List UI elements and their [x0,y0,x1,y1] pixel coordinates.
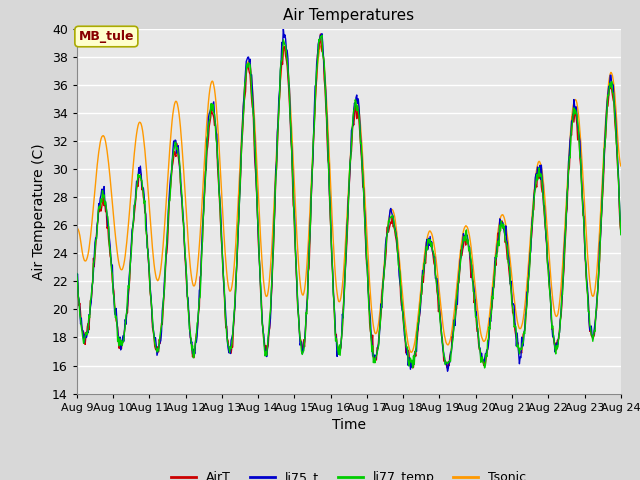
li77_temp [431,271,439,276]
AirT [431,272,439,278]
Title: Air Temperatures: Air Temperatures [284,9,414,24]
Line: li77_temp: li77_temp [77,35,621,368]
AirT [416,313,424,319]
X-axis label: Time: Time [332,418,366,432]
Tsonic [617,163,625,169]
AirT [73,273,81,278]
AirT [194,321,202,327]
AirT [444,365,451,371]
li77_temp [223,331,230,336]
li75_t [223,325,230,331]
AirT [617,228,625,234]
Tsonic [139,128,147,134]
AirT [139,184,147,190]
li75_t [617,222,625,228]
li77_temp [318,32,326,38]
Line: li75_t: li75_t [77,29,621,371]
li75_t [431,276,439,281]
li75_t [416,312,424,318]
li77_temp [194,318,202,324]
Tsonic [223,268,230,274]
Tsonic [317,43,325,48]
AirT [223,324,230,329]
Line: Tsonic: Tsonic [77,46,621,352]
Y-axis label: Air Temperature (C): Air Temperature (C) [33,143,46,279]
li77_temp [139,185,147,191]
Text: MB_tule: MB_tule [79,30,134,43]
Line: AirT: AirT [77,34,621,368]
li77_temp [73,271,81,276]
li75_t [444,368,451,374]
Tsonic [194,261,202,267]
Tsonic [417,291,424,297]
Tsonic [433,258,440,264]
li75_t [139,185,147,191]
li77_temp [481,365,488,371]
Tsonic [408,349,415,355]
li77_temp [617,232,625,238]
AirT [317,31,324,37]
li75_t [83,334,90,340]
li77_temp [83,332,90,337]
AirT [83,332,90,337]
Tsonic [73,225,81,231]
Legend: AirT, li75_t, li77_temp, Tsonic: AirT, li75_t, li77_temp, Tsonic [166,467,531,480]
li75_t [194,318,202,324]
li75_t [280,26,287,32]
li75_t [73,273,81,278]
li77_temp [416,308,424,314]
Tsonic [83,256,90,262]
